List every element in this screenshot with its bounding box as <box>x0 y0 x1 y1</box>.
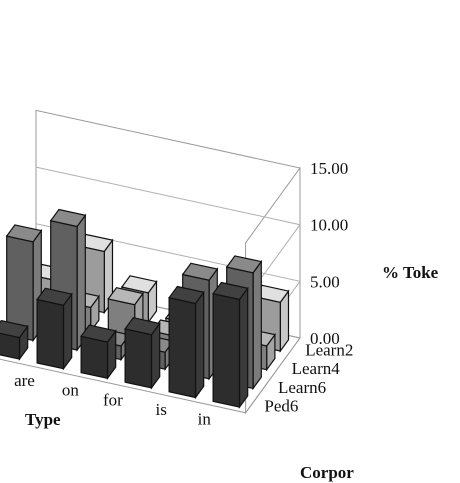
z-tick-label: 5.00 <box>310 272 340 291</box>
bar-face-top <box>49 208 87 228</box>
type-label-in: in <box>198 410 212 429</box>
gridline-z <box>35 166 301 300</box>
bar-that-Learn6 <box>5 224 43 343</box>
z-tick-label: 15.00 <box>310 159 348 178</box>
bar-face-right <box>0 332 21 360</box>
bar-is-Ped6 <box>168 285 205 400</box>
bar-face-top <box>124 317 161 336</box>
type-label-are: are <box>14 371 35 390</box>
bar-face-left <box>76 213 86 352</box>
bar-face-left <box>238 286 249 409</box>
corpus-label-Learn2: Learn2 <box>305 340 353 359</box>
bar-that-Ped6 <box>0 319 29 361</box>
corpus-label-Learn6: Learn6 <box>278 378 326 397</box>
bar-face-top <box>36 287 73 306</box>
bar-face-right <box>168 296 197 399</box>
bar-face-top <box>120 275 158 294</box>
axis-labels: 0.005.0010.0015.00inisforonarethatLearn2… <box>14 159 353 429</box>
bar-face-right <box>212 292 241 408</box>
z-tick-label: 10.00 <box>310 216 348 235</box>
bar-face-left <box>194 290 205 400</box>
bar-face-top <box>80 324 117 343</box>
bar-are-Ped6 <box>36 287 73 371</box>
bar-face-right <box>80 335 109 380</box>
z-axis-title: % Toke <box>382 263 439 282</box>
bar-face-top <box>107 287 144 306</box>
type-label-is: is <box>155 400 166 419</box>
type-label-on: on <box>62 381 80 400</box>
bar-in-Ped6 <box>212 281 249 409</box>
bar-on-Ped6 <box>80 324 117 381</box>
bar-face-top <box>181 262 219 281</box>
bar-face-top <box>225 255 263 274</box>
bar-face-top <box>5 224 43 243</box>
corpus-label-Ped6: Ped6 <box>264 396 298 415</box>
bar-face-right <box>124 328 153 389</box>
bar-face-right <box>36 298 65 370</box>
bar-face-left <box>62 292 73 371</box>
type-label-for: for <box>103 390 123 409</box>
bar-face-top <box>0 319 29 339</box>
y-axis-title: Corpor <box>300 463 354 482</box>
bar-face-left <box>252 259 262 391</box>
x-axis-title: Type <box>25 410 61 429</box>
bar-face-top <box>212 281 249 301</box>
bar-group <box>0 208 290 409</box>
corpus-label-Learn4: Learn4 <box>292 359 341 378</box>
bar-for-Ped6 <box>124 317 161 390</box>
bar-face-top <box>168 285 205 305</box>
z-tick-label: 0.00 <box>310 329 340 348</box>
